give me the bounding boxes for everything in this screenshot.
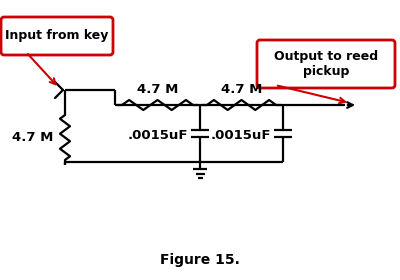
Text: .0015uF: .0015uF: [210, 129, 271, 142]
Text: Input from key: Input from key: [5, 29, 109, 43]
Text: .0015uF: .0015uF: [128, 129, 188, 142]
Text: 4.7 M: 4.7 M: [12, 131, 53, 144]
FancyBboxPatch shape: [257, 40, 395, 88]
Text: 4.7 M: 4.7 M: [221, 83, 262, 96]
Text: Figure 15.: Figure 15.: [160, 253, 240, 267]
FancyBboxPatch shape: [1, 17, 113, 55]
Text: 4.7 M: 4.7 M: [137, 83, 178, 96]
Text: Output to reed
pickup: Output to reed pickup: [274, 50, 378, 78]
